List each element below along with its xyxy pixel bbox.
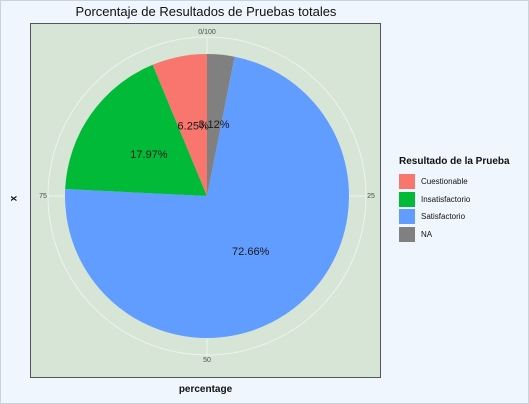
pie-chart: 0/100 25 50 75 3.12% 72.66% 17.97% 6.25% bbox=[39, 29, 375, 364]
slice-data-label: 72.66% bbox=[232, 246, 270, 258]
legend-swatch bbox=[399, 209, 415, 225]
legend-item-na: NA bbox=[399, 226, 510, 244]
x-axis-title: percentage bbox=[178, 384, 233, 395]
pie-slice-satisfactorio bbox=[65, 56, 350, 338]
slice-data-label: 6.25% bbox=[178, 120, 209, 132]
slice-data-label: 17.97% bbox=[130, 149, 168, 161]
legend-label: NA bbox=[421, 229, 433, 239]
pie-slice-na bbox=[207, 54, 235, 196]
legend-label: Insatisfactorio bbox=[421, 194, 471, 204]
legend-item-satisfactorio: Satisfactorio bbox=[399, 208, 510, 226]
legend-swatch bbox=[399, 174, 415, 190]
slice-data-label: 3.12% bbox=[198, 119, 229, 131]
legend-swatch bbox=[399, 191, 415, 207]
legend-swatch bbox=[399, 226, 415, 242]
legend-item-insatisfactorio: Insatisfactorio bbox=[399, 191, 510, 209]
theta-tick-label: 75 bbox=[39, 193, 47, 200]
pie-slice-cuestionable bbox=[152, 54, 207, 196]
legend-label: Satisfactorio bbox=[421, 212, 466, 222]
plot-panel: 0/100 25 50 75 3.12% 72.66% 17.97% 6.25% bbox=[30, 23, 381, 378]
pie-slice-insatisfactorio bbox=[65, 64, 207, 196]
theta-tick-label: 25 bbox=[367, 193, 375, 200]
legend-title: Resultado de la Prueba bbox=[399, 156, 510, 167]
y-axis-title: x bbox=[8, 195, 20, 202]
chart-title: Porcentaje de Resultados de Pruebas tota… bbox=[75, 4, 337, 19]
legend-label: Cuestionable bbox=[421, 177, 468, 187]
legend-item-cuestionable: Cuestionable bbox=[399, 173, 510, 191]
theta-tick-label: 0/100 bbox=[198, 29, 216, 36]
legend: Resultado de la Prueba Cuestionable Insat… bbox=[399, 156, 510, 243]
theta-tick-label: 50 bbox=[203, 357, 211, 364]
